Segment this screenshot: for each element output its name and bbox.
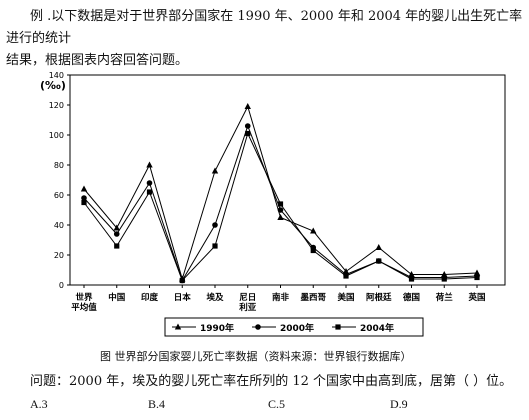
data-point-s1 [375,244,382,250]
legend-marker [335,324,341,330]
data-point-s3 [408,276,415,282]
data-point-s3 [179,277,185,284]
x-tick-label: 日本 [174,292,192,303]
series-line-3 [83,132,478,282]
legend-marker [255,324,261,330]
data-point-s2 [81,195,87,201]
option-a[interactable]: A.3 [30,397,48,411]
x-tick-label: 南非 [272,292,290,303]
data-point-s2 [244,123,251,129]
data-point-s1 [211,167,219,174]
data-point-s3 [277,201,284,207]
x-tick-label: 荷兰 [435,292,454,303]
y-tick-label: 140 [49,71,64,80]
x-tick-label: 埃及 [206,292,224,303]
data-point-s1 [80,185,88,192]
y-tick-label: 80 [54,161,64,170]
data-point-s3 [245,130,251,137]
intro-line-1: 例 .以下数据是对于世界部分国家在 1990 年、2000 年和 2004 年的… [6,9,523,46]
y-tick-label: 120 [49,101,64,110]
data-point-s3 [212,243,218,249]
x-tick-label: 平均值 [71,302,97,313]
y-unit-label: (‰) [40,79,66,92]
data-point-s1 [310,227,317,234]
y-tick-label: 100 [49,131,64,140]
y-tick-label: 0 [59,281,64,290]
x-tick-label: 美国 [337,292,354,303]
x-tick-label: 利亚 [238,302,257,313]
data-point-s3 [310,247,316,254]
y-tick-label: 40 [54,221,64,230]
legend-label: 2000年 [280,322,314,334]
data-point-s1 [146,161,153,168]
intro-text: 例 .以下数据是对于世界部分国家在 1990 年、2000 年和 2004 年的… [6,6,524,72]
data-point-s2 [277,207,284,213]
legend-label: 2004年 [360,322,394,334]
x-tick-label: 德国 [403,292,420,303]
data-point-s2 [113,231,120,237]
data-point-s3 [114,243,120,249]
data-point-s3 [474,274,480,281]
data-point-s3 [343,273,349,279]
option-b[interactable]: B.4 [148,397,166,411]
data-point-s3 [376,258,382,264]
legend-marker [174,323,182,330]
intro-line-2: 结果，根据图表内容回答问题。 [6,53,189,68]
chart-caption: 图 世界部分国家婴儿死亡率数据（资料来源：世界银行数据库） [100,350,412,363]
option-c[interactable]: C.5 [268,397,286,411]
legend-label: 1990年 [200,322,234,334]
chart-legend: 1990年 2000年 2004年 [164,317,424,337]
option-d[interactable]: D.9 [390,397,408,411]
x-tick-label: 世界 [75,292,93,303]
data-point-s1 [244,103,251,109]
data-point-s1 [113,224,120,231]
data-point-s2 [146,180,153,186]
x-tick-label: 中国 [108,292,125,303]
plot-frame [69,74,506,286]
x-tick-label: 墨西哥 [300,292,326,303]
data-point-s2 [212,222,218,228]
data-point-s3 [81,199,87,206]
y-tick-label: 20 [54,251,64,260]
x-tick-label: 印度 [141,292,159,303]
data-point-s3 [441,276,447,282]
x-tick-label: 英国 [467,292,485,303]
x-tick-label: 尼日 [239,293,256,303]
data-point-s1 [277,214,284,220]
x-tick-label: 阿根廷 [366,292,392,303]
legend-box [164,317,424,337]
y-tick-label: 60 [54,191,64,200]
question-text: 问题：2000 年，埃及的婴儿死亡率在所列的 12 个国家中由高到底，居第（ ）… [30,374,513,389]
data-point-s3 [146,189,153,195]
